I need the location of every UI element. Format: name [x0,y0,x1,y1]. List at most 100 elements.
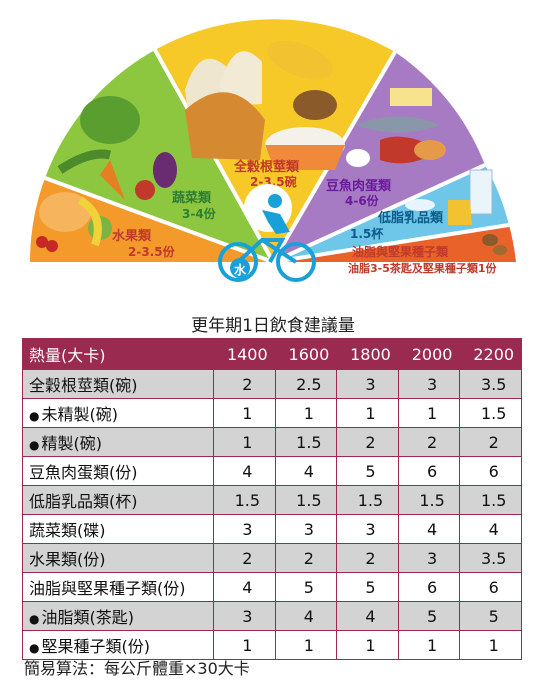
row-value: 1.5 [459,485,522,515]
fruit-illustration [36,192,112,252]
nuts-illustration [482,234,507,255]
row-label: 未精製(碗) [22,398,214,428]
row-label: 水果類(份) [22,543,214,573]
row-label: 精製(碗) [22,427,214,457]
row-value: 2 [459,427,522,457]
row-value: 3 [213,601,276,631]
table-title: 更年期1日飲食建議量 [191,316,355,336]
row-value: 4 [213,456,276,486]
oil-nut-label: 油脂與堅果種子類 [352,244,449,259]
row-value: 4 [459,514,522,544]
row-label: 全穀根莖類(碗) [22,369,214,399]
table-row: 低脂乳品類(杯) 1.5 1.5 1.5 1.5 1.5 [22,485,522,515]
grain-label: 全穀根莖類 [233,159,300,175]
protein-illustration [346,88,446,167]
row-value: 2.5 [274,369,338,399]
table-row: 全穀根莖類(碗) 2 2.5 3 3 3.5 [22,369,522,399]
table-row: 水果類(份) 2 2 2 3 3.5 [22,543,522,573]
header-category: 熱量(大卡) [22,338,214,370]
dairy-segment [273,165,509,262]
grain-illustration [185,40,345,170]
row-value: 2 [213,543,276,573]
row-value: 2 [274,543,338,573]
row-value: 1 [213,398,276,428]
row-value: 3 [336,514,399,544]
row-label: 豆魚肉蛋類(份) [22,456,214,486]
row-value: 1 [336,398,399,428]
table-row: 油脂與堅果種子類(份) 4 5 5 6 6 [22,572,522,602]
row-value: 3 [397,369,461,399]
water-label: 水 [234,262,247,277]
row-value: 4 [213,572,276,602]
header-level: 2000 [397,338,461,370]
dairy-serving: 1.5杯 [350,226,384,241]
cyclist-icon: 水 [218,184,316,282]
vegetable-illustration [57,96,177,200]
vegetable-serving: 3-4份 [182,206,217,221]
header-level: 1400 [213,338,276,370]
header-level: 1600 [274,338,338,370]
footer-note: 簡易算法：每公斤體重×30大卡 [24,659,250,678]
row-value: 2 [397,427,461,457]
row-value: 4 [397,514,461,544]
fruit-serving: 2-3.5份 [128,244,176,259]
header-level: 1800 [336,338,399,370]
row-value: 2 [336,543,399,573]
fruit-label: 水果類 [112,228,152,244]
row-value: 6 [459,456,522,486]
row-value: 1.5 [397,485,461,515]
row-value: 6 [397,572,461,602]
row-value: 1 [213,630,276,660]
table-row: 蔬菜類(碟) 3 3 3 4 4 [22,514,522,544]
table-header-row: 熱量(大卡) 1400 1600 1800 2000 2200 [22,338,522,370]
protein-label: 豆魚肉蛋類 [326,178,392,194]
vegetable-label: 蔬菜類 [172,190,212,206]
oil-nut-serving: 油脂3-5茶匙及堅果種子類1份 [348,261,498,275]
row-label: 堅果種子類(份) [22,630,214,660]
row-value: 1 [397,398,461,428]
row-value: 6 [397,456,461,486]
row-value: 4 [274,456,338,486]
dairy-illustration [405,169,493,225]
row-value: 5 [274,572,338,602]
row-value: 4 [336,601,399,631]
table-row: 豆魚肉蛋類(份) 4 4 5 6 6 [22,456,522,486]
row-value: 1 [336,630,399,660]
row-value: 5 [459,601,522,631]
row-value: 1 [213,427,276,457]
row-value: 3 [397,543,461,573]
header-level: 2200 [459,338,522,370]
row-value: 2 [336,427,399,457]
row-value: 1 [274,630,338,660]
row-value: 3.5 [459,543,522,573]
row-value: 1.5 [336,485,399,515]
row-value: 1.5 [274,485,338,515]
row-label: 油脂與堅果種子類(份) [22,572,214,602]
row-value: 3 [336,369,399,399]
row-value: 1 [459,630,522,660]
row-value: 1.5 [274,427,338,457]
food-guide-fan: 水果類 2-3.5份 蔬菜類 3-4份 全穀根莖類 2-3.5碗 豆魚肉蛋類 4… [30,19,516,282]
row-value: 3.5 [459,369,522,399]
row-value: 2 [213,369,276,399]
row-value: 1 [274,398,338,428]
row-value: 3 [274,514,338,544]
row-value: 5 [397,601,461,631]
row-value: 1.5 [459,398,522,428]
row-value: 5 [336,456,399,486]
row-value: 1 [397,630,461,660]
row-value: 5 [336,572,399,602]
dairy-label: 低脂乳品類 [377,210,444,226]
protein-serving: 4-6份 [345,193,380,208]
row-value: 6 [459,572,522,602]
row-value: 4 [274,601,338,631]
intake-table: 熱量(大卡) 1400 1600 1800 2000 2200 全穀根莖類(碗)… [22,338,522,660]
row-label: 低脂乳品類(杯) [22,485,214,515]
row-value: 3 [213,514,276,544]
row-value: 1.5 [213,485,276,515]
row-label: 油脂類(茶匙) [22,601,214,631]
